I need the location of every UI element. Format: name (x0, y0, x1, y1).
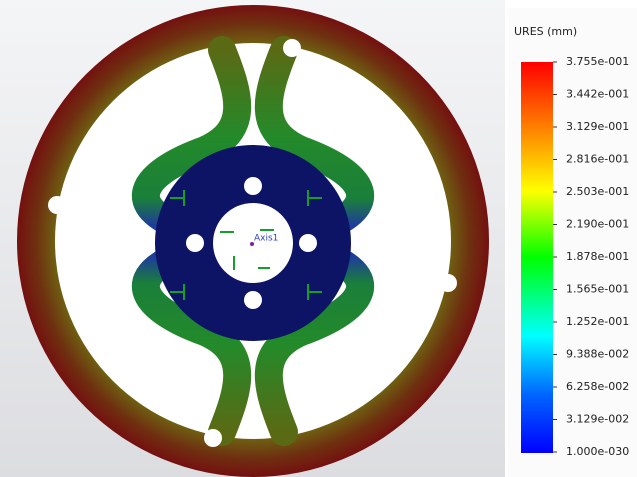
axis-label: Axis1 (254, 234, 278, 244)
legend-label: 2.190e-001 (566, 218, 629, 231)
legend-label: 3.442e-001 (566, 88, 629, 101)
legend-label: 6.258e-002 (566, 380, 629, 393)
legend-title: URES (mm) (514, 25, 577, 38)
legend-label: 1.252e-001 (566, 315, 629, 328)
legend-label: 1.878e-001 (566, 250, 629, 263)
legend-label: 1.000e-030 (566, 445, 629, 458)
legend-label: 3.129e-001 (566, 120, 629, 133)
color-bar (521, 62, 553, 453)
legend-label: 3.129e-002 (566, 413, 629, 426)
legend-label: 3.755e-001 (566, 55, 629, 68)
model: Axis1 (17, 5, 489, 477)
legend-label: 2.503e-001 (566, 185, 629, 198)
screenshot: Axis1 URES (mm) 3.755e-001 3.442e-001 3.12… (0, 0, 637, 477)
legend-label: 2.816e-001 (566, 153, 629, 166)
legend-label: 1.565e-001 (566, 283, 629, 296)
legend-label: 9.388e-002 (566, 348, 629, 361)
